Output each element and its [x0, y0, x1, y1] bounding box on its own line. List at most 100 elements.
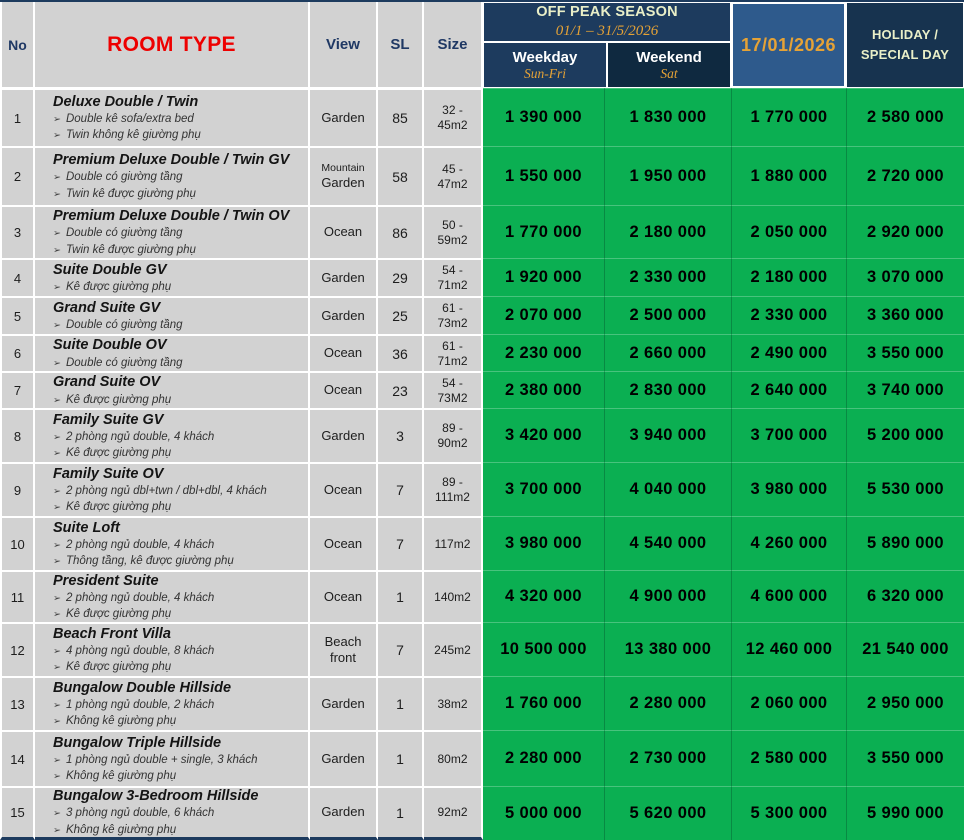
- price-weekday-cell: 1 390 000: [483, 88, 604, 146]
- off-peak-title: OFF PEAK SEASON: [536, 4, 678, 21]
- price-weekend-cell: 2 280 000: [604, 676, 731, 730]
- view-cell: Ocean: [310, 371, 378, 408]
- row-number: 11: [0, 570, 35, 622]
- room-title: Premium Deluxe Double / Twin OV: [53, 208, 290, 225]
- room-title: Family Suite GV: [53, 411, 164, 428]
- bullet-arrow-icon: ➢: [53, 282, 61, 294]
- room-feature-bullet: ➢ 2 phòng ngủ double, 4 khách: [53, 537, 214, 553]
- room-type-cell: Grand Suite GV ➢ Double có giường tầng: [35, 296, 310, 334]
- bullet-arrow-icon: ➢: [53, 394, 61, 406]
- bullet-text: Kê được giường phụ: [65, 281, 172, 294]
- header-weekday: Weekday Sun-Fri: [483, 42, 607, 88]
- room-title: Bungalow 3-Bedroom Hillside: [53, 788, 259, 805]
- room-feature-bullet: ➢ 1 phòng ngủ double, 2 khách: [53, 697, 214, 713]
- size-cell: 32 - 45m2: [424, 88, 483, 146]
- view-cell: Ocean: [310, 334, 378, 371]
- price-special-date-cell: 2 180 000: [731, 258, 846, 296]
- sl-cell: 1: [378, 570, 424, 622]
- price-weekday-cell: 2 380 000: [483, 371, 604, 408]
- bullet-arrow-icon: ➢: [53, 609, 61, 621]
- holiday-label-line1: HOLIDAY /: [871, 26, 939, 42]
- table-row: 8 Family Suite GV ➢ 2 phòng ngủ double, 4 k…: [0, 408, 964, 462]
- room-type-cell: Premium Deluxe Double / Twin OV ➢ Double c…: [35, 205, 310, 258]
- price-weekend-cell: 5 620 000: [604, 786, 731, 840]
- price-holiday-cell: 5 990 000: [846, 786, 964, 840]
- view-cell: Garden: [310, 730, 378, 786]
- room-type-cell: Suite Double GV ➢ Kê được giường phụ: [35, 258, 310, 296]
- bullet-text: Twin không kê giường phụ: [65, 129, 201, 142]
- view-cell: Garden: [310, 786, 378, 840]
- size-cell: 45 - 47m2: [424, 146, 483, 205]
- price-weekday-cell: 1 760 000: [483, 676, 604, 730]
- size-cell: 140m2: [424, 570, 483, 622]
- view-text: Garden: [321, 427, 365, 443]
- bullet-arrow-icon: ➢: [53, 228, 61, 240]
- view-cell: Ocean: [310, 516, 378, 570]
- room-feature-bullet: ➢ Kê được giường phụ: [53, 445, 171, 461]
- price-weekday-cell: 1 920 000: [483, 258, 604, 296]
- view-cell: Garden: [310, 408, 378, 462]
- size-cell: 61 - 73m2: [424, 296, 483, 334]
- bullet-text: Không kê giường phụ: [65, 823, 177, 836]
- bullet-arrow-icon: ➢: [53, 592, 61, 604]
- row-number: 10: [0, 516, 35, 570]
- price-weekend-cell: 4 040 000: [604, 462, 731, 516]
- room-feature-bullet: ➢ Không kê giường phụ: [53, 713, 176, 729]
- room-feature-bullet: ➢ Kê được giường phụ: [53, 606, 171, 622]
- room-type-cell: Grand Suite OV ➢ Kê được giường phụ: [35, 371, 310, 408]
- sl-cell: 85: [378, 88, 424, 146]
- bullet-text: Kê được giường phụ: [65, 608, 172, 621]
- room-type-cell: Family Suite OV ➢ 2 phòng ngủ dbl+twn / db…: [35, 462, 310, 516]
- price-weekend-cell: 2 660 000: [604, 334, 731, 371]
- price-weekday-cell: 2 280 000: [483, 730, 604, 786]
- table-row: 14 Bungalow Triple Hillside ➢ 1 phòng ngủ d…: [0, 730, 964, 786]
- room-feature-bullet: ➢ 2 phòng ngủ double, 4 khách: [53, 429, 214, 445]
- bullet-text: Kê được giường phụ: [65, 393, 172, 406]
- room-type-cell: Family Suite GV ➢ 2 phòng ngủ double, 4 kh…: [35, 408, 310, 462]
- header-holiday: HOLIDAY / SPECIAL DAY: [846, 2, 964, 88]
- view-text: Garden: [321, 269, 365, 285]
- bullet-text: Kê được giường phụ: [65, 501, 172, 514]
- room-feature-bullet: ➢ Twin kê được giường phụ: [53, 186, 196, 202]
- bullet-arrow-icon: ➢: [53, 113, 61, 125]
- room-title: Deluxe Double / Twin: [53, 93, 199, 110]
- room-title: President Suite: [53, 572, 159, 589]
- sl-cell: 25: [378, 296, 424, 334]
- room-type-cell: Suite Loft ➢ 2 phòng ngủ double, 4 khách ➢ T…: [35, 516, 310, 570]
- view-cell: Mountain Garden: [310, 146, 378, 205]
- bullet-text: Double có giường tầng: [65, 356, 183, 369]
- room-type-cell: Deluxe Double / Twin ➢ Double kê sofa/extr…: [35, 88, 310, 146]
- room-title: Bungalow Double Hillside: [53, 679, 232, 696]
- room-feature-bullet: ➢ Twin không kê giường phụ: [53, 127, 201, 143]
- price-weekend-cell: 2 730 000: [604, 730, 731, 786]
- header-size: Size: [424, 2, 483, 88]
- view-text: Garden: [321, 750, 365, 766]
- bullet-arrow-icon: ➢: [53, 431, 61, 443]
- bullet-arrow-icon: ➢: [53, 485, 61, 497]
- sl-cell: 36: [378, 334, 424, 371]
- header-weekend: Weekend Sat: [607, 42, 731, 88]
- sl-cell: 1: [378, 676, 424, 730]
- view-cell: Garden: [310, 296, 378, 334]
- header-off-peak-group: OFF PEAK SEASON 01/1 – 31/5/2026 Weekday…: [483, 2, 731, 88]
- table-row: 5 Grand Suite GV ➢ Double có giường tầng Gar…: [0, 296, 964, 334]
- room-feature-bullet: ➢ Không kê giường phụ: [53, 768, 176, 784]
- view-cell: Ocean: [310, 570, 378, 622]
- row-number: 5: [0, 296, 35, 334]
- bullet-arrow-icon: ➢: [53, 645, 61, 657]
- row-number: 15: [0, 786, 35, 840]
- view-cell: Garden: [310, 88, 378, 146]
- room-type-cell: Premium Deluxe Double / Twin GV ➢ Double c…: [35, 146, 310, 205]
- row-number: 14: [0, 730, 35, 786]
- room-feature-bullet: ➢ 3 phòng ngủ double, 6 khách: [53, 805, 214, 821]
- price-weekday-cell: 3 420 000: [483, 408, 604, 462]
- room-type-cell: President Suite ➢ 2 phòng ngủ double, 4 kh…: [35, 570, 310, 622]
- header-special-date: 17/01/2026: [731, 2, 846, 88]
- header-sl-label: SL: [390, 36, 410, 53]
- weekday-label: Weekday: [512, 48, 578, 66]
- bullet-arrow-icon: ➢: [53, 172, 61, 184]
- view-text: Mountain: [321, 161, 365, 174]
- price-holiday-cell: 6 320 000: [846, 570, 964, 622]
- price-weekday-cell: 2 230 000: [483, 334, 604, 371]
